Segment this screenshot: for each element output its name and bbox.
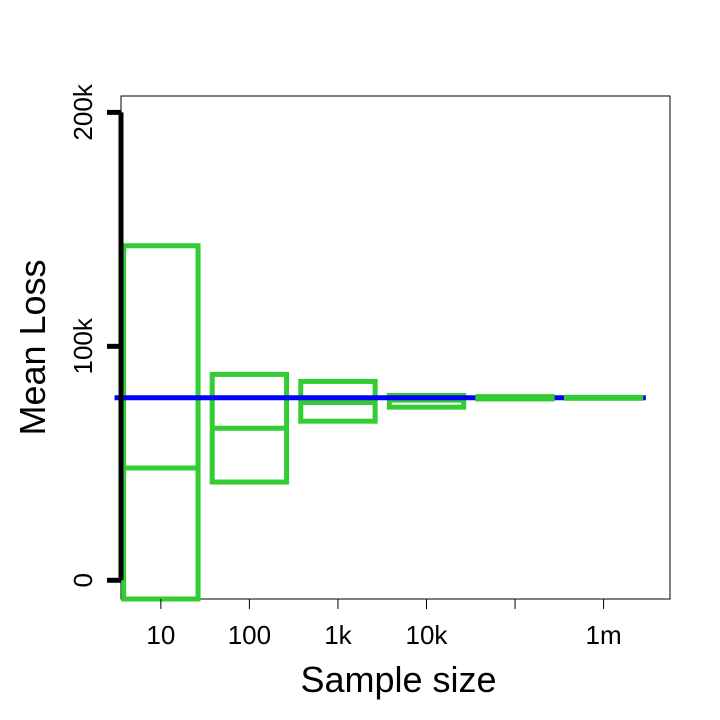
x-tick-label-4: 10k <box>406 620 449 650</box>
y-tick-label-3: 200k <box>68 83 98 140</box>
x-tick-label-6: 1m <box>586 620 622 650</box>
x-axis: 10 100 1k 10k 1m <box>146 599 622 650</box>
plot-frame <box>120 95 671 600</box>
y-tick-label-2: 100k <box>68 317 98 374</box>
y-axis-title: Mean Loss <box>12 259 53 435</box>
x-axis-title: Sample size <box>300 659 496 700</box>
x-tick-label-2: 100 <box>228 620 271 650</box>
x-tick-label-1: 10 <box>146 620 175 650</box>
x-tick-label-3: 1k <box>324 620 352 650</box>
box-top-layer <box>475 394 644 402</box>
y-tick-label-1: 0 <box>68 573 98 587</box>
box-group <box>121 243 467 602</box>
box-1 <box>121 243 201 602</box>
y-axis: 0 100k 200k <box>68 83 124 588</box>
